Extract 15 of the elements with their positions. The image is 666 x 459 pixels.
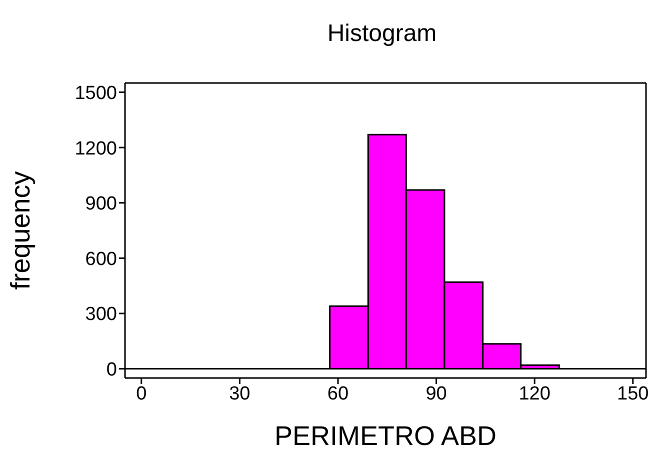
y-axis-title: frequency: [6, 170, 36, 290]
x-tick-label: 90: [426, 383, 447, 404]
chart-title: Histogram: [326, 19, 438, 49]
x-tick-label: 0: [136, 383, 147, 404]
x-tick-label: 120: [518, 383, 550, 404]
y-tick-label: 300: [85, 304, 117, 326]
y-tick-label: 1500: [74, 82, 117, 104]
y-tick-label: 0: [106, 360, 117, 381]
y-tick-label: 900: [85, 194, 117, 215]
x-tick-label: 60: [327, 383, 349, 404]
x-axis-title: PERIMETRO ABD: [274, 421, 497, 451]
y-tick-label: 1200: [74, 138, 117, 160]
y-tick-label: 600: [85, 248, 117, 270]
x-tick-label: 150: [617, 383, 649, 404]
x-tick-label: 30: [229, 383, 250, 404]
